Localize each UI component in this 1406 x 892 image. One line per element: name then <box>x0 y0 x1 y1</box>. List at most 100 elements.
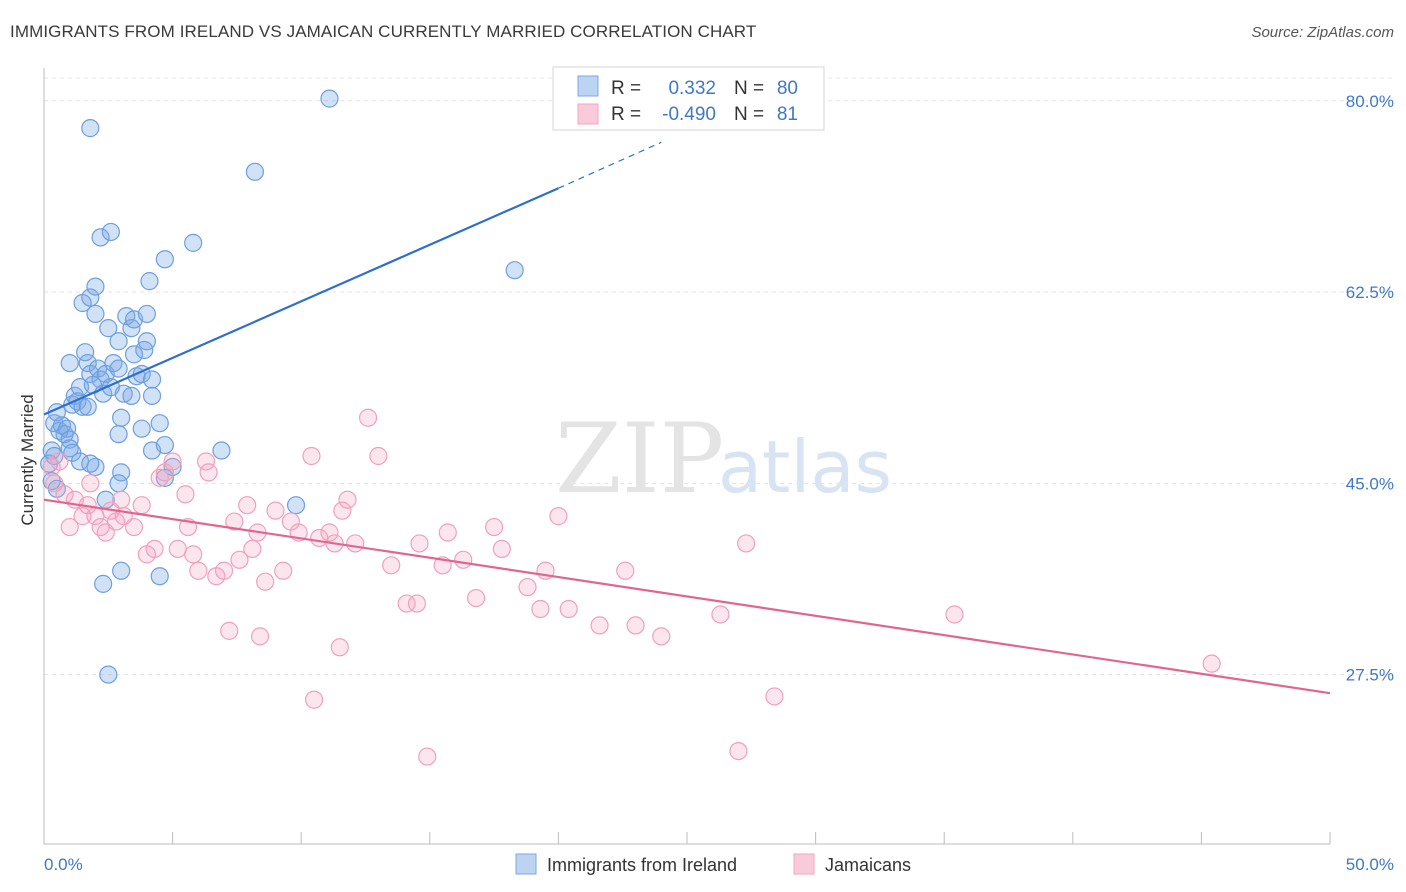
ireland-point <box>109 359 128 378</box>
jamaican-point <box>652 627 671 646</box>
bottom-legend: Immigrants from Ireland Jamaicans <box>515 853 911 875</box>
ireland-point <box>58 419 77 438</box>
jamaican-point <box>369 446 388 466</box>
jamaican-point <box>1202 654 1221 673</box>
ireland-point <box>78 397 97 416</box>
x-tick-label-min: 0.0% <box>44 855 83 874</box>
ireland-point <box>86 457 105 477</box>
jamaican-point <box>266 501 285 520</box>
ireland-n-label: N = <box>734 78 764 99</box>
chart-title: IMMIGRANTS FROM IRELAND VS JAMAICAN CURR… <box>10 22 757 41</box>
ireland-point <box>150 414 169 433</box>
jamaican-point <box>145 539 164 559</box>
jamaican-point <box>184 545 203 564</box>
y-tick-labels: 27.5% 45.0% 62.5% 80.0% <box>1346 92 1394 685</box>
ireland-point <box>137 304 156 324</box>
jamaican-n-value: 81 <box>777 104 798 125</box>
jamaican-point <box>418 747 437 766</box>
jamaican-point <box>73 507 92 526</box>
jamaican-point <box>304 690 324 709</box>
ireland-point <box>137 332 156 351</box>
ireland-n-value: 80 <box>777 78 798 99</box>
ireland-point <box>109 425 128 444</box>
ireland-point <box>112 561 131 580</box>
ireland-point <box>86 304 105 324</box>
jamaican-point <box>531 599 550 619</box>
ireland-point <box>212 441 231 460</box>
jamaican-point <box>60 517 79 537</box>
ireland-trend-line <box>43 187 559 416</box>
jamaican-point <box>220 621 239 640</box>
jamaican-point <box>320 523 339 542</box>
ireland-point <box>150 567 169 586</box>
jamaican-point <box>397 594 416 613</box>
jamaican-point <box>132 496 151 515</box>
ireland-point <box>112 408 131 427</box>
jamaican-point <box>243 539 262 559</box>
jamaican-point <box>333 501 352 520</box>
jamaican-point <box>225 512 244 531</box>
jamaican-point <box>338 490 357 509</box>
ireland-point <box>320 89 339 108</box>
jamaican-point <box>330 638 349 657</box>
jamaican-point <box>729 741 748 761</box>
ireland-point <box>99 319 118 338</box>
legend-ireland-label: Immigrants from Ireland <box>547 855 737 875</box>
jamaican-point <box>189 561 208 580</box>
jamaican-point <box>737 534 756 553</box>
jamaican-trend-line <box>43 498 1331 695</box>
legend-jamaican-label: Jamaicans <box>825 855 911 875</box>
ireland-point <box>155 250 174 269</box>
jamaican-point <box>81 474 100 493</box>
ireland-trend-extension <box>558 141 662 189</box>
jamaican-point <box>765 687 784 706</box>
jamaican-point <box>214 561 234 580</box>
jamaican-point <box>454 550 473 569</box>
jamaican-point <box>410 534 429 553</box>
jamaican-point <box>382 556 401 575</box>
jamaican-r-value: -0.490 <box>662 104 716 125</box>
watermark: ZIP atlas <box>555 403 892 515</box>
y-tick-label: 27.5% <box>1346 666 1394 685</box>
jamaican-points <box>42 408 1221 766</box>
ireland-point <box>78 353 97 373</box>
jamaican-point <box>590 616 609 635</box>
y-tick-label: 62.5% <box>1346 283 1394 302</box>
jamaican-point <box>176 485 195 504</box>
jamaican-point <box>168 539 187 559</box>
trend-lines <box>43 141 1331 695</box>
ireland-point <box>286 496 306 515</box>
ireland-point <box>101 222 120 242</box>
jamaican-point <box>358 408 378 427</box>
ireland-point <box>245 162 265 181</box>
ireland-point <box>109 332 128 351</box>
ireland-point <box>86 277 105 296</box>
jamaican-point <box>346 534 365 553</box>
jamaican-point <box>230 550 249 569</box>
jamaican-point <box>616 561 635 580</box>
y-axis-label: Currently Married <box>18 394 37 525</box>
jamaican-point <box>549 507 568 526</box>
ireland-swatch <box>577 75 599 97</box>
ireland-point <box>94 574 113 593</box>
jamaican-point <box>274 561 293 580</box>
jamaican-point <box>485 517 504 537</box>
ireland-point <box>122 386 141 405</box>
jamaican-point <box>626 616 645 635</box>
source-credit: Source: ZipAtlas.com <box>1251 24 1394 41</box>
ireland-point <box>104 353 123 373</box>
ireland-point <box>81 288 100 307</box>
ireland-r-value: 0.332 <box>668 78 716 99</box>
ireland-point <box>45 446 64 466</box>
ireland-point <box>505 261 524 280</box>
jamaican-point <box>438 523 457 542</box>
jamaican-point <box>302 446 321 466</box>
jamaican-point <box>466 588 486 608</box>
jamaican-point <box>407 594 427 613</box>
jamaican-point <box>256 572 275 591</box>
watermark-zip: ZIP <box>555 403 724 515</box>
jamaican-r-label: R = <box>611 104 641 125</box>
ireland-point <box>124 345 144 364</box>
legend-jamaican-swatch <box>793 853 815 875</box>
jamaican-point <box>238 496 257 515</box>
